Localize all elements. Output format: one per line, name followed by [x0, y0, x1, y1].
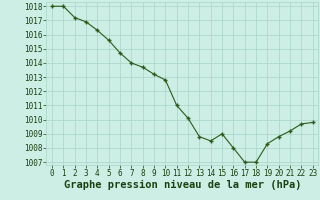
X-axis label: Graphe pression niveau de la mer (hPa): Graphe pression niveau de la mer (hPa) [64, 180, 301, 190]
